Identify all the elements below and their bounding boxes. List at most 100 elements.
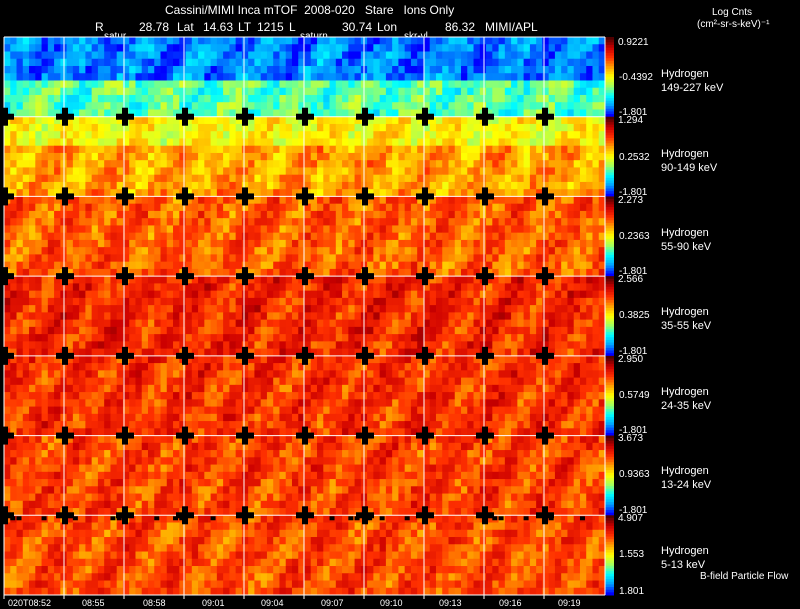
heatmap-cell [191, 363, 199, 371]
heatmap-cell [579, 225, 587, 234]
heatmap-cell [492, 276, 500, 284]
heatmap-cell [342, 276, 349, 284]
heatmap-cell [35, 174, 43, 183]
heatmap-cell [147, 65, 155, 74]
heatmap-cell [185, 203, 193, 212]
heatmap-cell [298, 247, 305, 255]
heatmap-cell [598, 247, 606, 255]
heatmap-cell [91, 196, 99, 205]
heatmap-cell [379, 392, 387, 400]
heatmap-cell [191, 341, 199, 350]
heatmap-cell [116, 290, 124, 299]
heatmap-cell [216, 58, 224, 67]
heatmap-cell [373, 326, 381, 335]
heatmap-cell [229, 116, 237, 125]
heatmap-cell [204, 87, 212, 96]
heatmap-cell [479, 58, 487, 67]
heatmap-cell [122, 51, 130, 60]
heatmap-cell [473, 218, 481, 226]
heatmap-cell [467, 160, 475, 168]
heatmap-cell [498, 341, 506, 350]
heatmap-cell [141, 370, 149, 379]
heatmap-cell [567, 239, 575, 248]
heatmap-cell [116, 189, 124, 197]
heatmap-cell [10, 102, 18, 110]
heatmap-cell [72, 290, 80, 299]
heatmap-cell [254, 181, 262, 190]
heatmap-cell [504, 138, 512, 147]
heatmap-cell [273, 94, 280, 103]
heatmap-cell [385, 399, 393, 408]
heatmap-cell [454, 319, 462, 328]
heatmap-cell [467, 109, 475, 118]
heatmap-cell [29, 73, 36, 81]
heatmap-cell [173, 348, 180, 357]
heatmap-cell [204, 261, 212, 270]
heatmap-cell [285, 123, 293, 132]
heatmap-cell [229, 138, 237, 147]
heatmap-cell [110, 87, 118, 96]
heatmap-cell [285, 384, 293, 393]
heatmap-cell [548, 73, 556, 81]
heatmap-cell [185, 283, 193, 292]
heatmap-cell [91, 94, 99, 103]
colorbar-segment [605, 323, 614, 328]
heatmap-cell [266, 370, 274, 379]
heatmap-cell [298, 37, 305, 45]
heatmap-cell [467, 268, 475, 277]
heatmap-cell [16, 131, 24, 139]
heatmap-cell [586, 218, 593, 226]
heatmap-cell [385, 203, 393, 212]
heatmap-cell [266, 341, 274, 350]
heatmap-cell [461, 58, 468, 67]
heatmap-cell [435, 341, 443, 350]
heatmap-cell [329, 254, 337, 263]
heatmap-cell [398, 123, 406, 132]
heatmap-cell [542, 363, 550, 371]
heatmap-cell [486, 145, 493, 154]
heatmap-cell [97, 355, 105, 364]
heatmap-cell [448, 152, 456, 161]
heatmap-cell [473, 109, 481, 118]
heatmap-cell [554, 80, 562, 89]
heatmap-cell [523, 370, 531, 379]
heatmap-cell [579, 65, 587, 74]
colorbar-segment [605, 66, 614, 70]
heatmap-cell [229, 65, 237, 74]
heatmap-cell [342, 312, 349, 321]
heatmap-cell [85, 51, 93, 60]
heatmap-cell [166, 239, 174, 248]
heatmap-cell [523, 268, 531, 277]
heatmap-cell [235, 312, 243, 321]
heatmap-cell [235, 138, 243, 147]
heatmap-cell [523, 102, 531, 110]
heatmap-cell [561, 348, 568, 357]
heatmap-cell [504, 326, 512, 335]
heatmap-cell [592, 167, 600, 176]
heatmap-cell [473, 254, 481, 263]
heatmap-cell [511, 341, 518, 350]
heatmap-cell [454, 276, 462, 284]
heatmap-cell [473, 58, 481, 67]
heatmap-cell [435, 109, 443, 118]
heatmap-cell [592, 305, 600, 313]
heatmap-cell [35, 370, 43, 379]
heatmap-cell [110, 152, 118, 161]
heatmap-cell [385, 297, 393, 306]
heatmap-cell [461, 102, 468, 110]
lon-value: 86.32 [445, 20, 476, 34]
heatmap-cell [97, 174, 105, 183]
heatmap-cell [529, 80, 537, 89]
heatmap-cell [104, 160, 111, 168]
heatmap-cell [160, 167, 168, 176]
heatmap-cell [536, 167, 543, 176]
heatmap-cell [97, 196, 105, 205]
heatmap-cell [66, 247, 74, 255]
heatmap-cell [198, 312, 205, 321]
heatmap-cell [4, 399, 11, 408]
colorbar-segment [605, 175, 614, 179]
heatmap-cell [598, 326, 606, 335]
heatmap-cell [185, 232, 193, 241]
heatmap-cell [554, 65, 562, 74]
heatmap-cell [392, 87, 399, 96]
